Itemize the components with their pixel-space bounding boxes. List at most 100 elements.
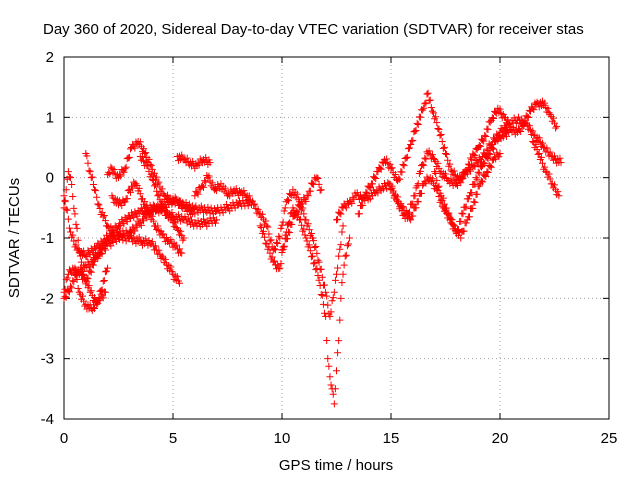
data-point xyxy=(72,267,80,275)
data-point xyxy=(172,241,180,249)
data-point xyxy=(309,180,317,188)
data-point xyxy=(529,104,537,112)
data-point xyxy=(64,215,72,223)
data-point xyxy=(504,127,512,135)
data-point xyxy=(110,165,118,173)
data-point xyxy=(539,159,547,167)
data-point xyxy=(484,154,492,162)
data-point xyxy=(311,259,319,267)
data-point xyxy=(133,223,141,231)
data-point xyxy=(87,174,95,182)
data-point xyxy=(87,268,95,276)
data-point xyxy=(329,294,337,302)
data-point xyxy=(462,203,470,211)
data-point xyxy=(396,175,404,183)
data-point xyxy=(95,201,103,209)
series-track-6 xyxy=(82,150,118,239)
data-point xyxy=(262,217,270,225)
data-point xyxy=(89,304,97,312)
data-point xyxy=(92,254,100,262)
data-point xyxy=(75,246,83,254)
data-point xyxy=(316,186,324,194)
data-point xyxy=(84,159,92,167)
data-point xyxy=(467,154,475,162)
data-point xyxy=(432,113,440,121)
data-point xyxy=(305,241,313,249)
series-track-13 xyxy=(278,174,325,254)
data-point xyxy=(488,114,496,122)
data-point xyxy=(244,202,252,210)
data-point xyxy=(259,227,267,235)
data-point xyxy=(83,152,91,160)
data-point xyxy=(339,270,347,278)
data-point xyxy=(193,189,201,197)
data-point xyxy=(288,220,296,228)
data-point xyxy=(149,217,157,225)
x-tick-label: 15 xyxy=(383,430,400,447)
data-point xyxy=(458,175,466,183)
series-track-5 xyxy=(71,264,109,314)
data-point xyxy=(86,168,94,176)
data-point xyxy=(505,128,513,136)
data-point xyxy=(477,177,485,185)
data-point xyxy=(264,223,272,231)
data-point xyxy=(439,194,447,202)
data-point xyxy=(293,208,301,216)
y-tick-label: -2 xyxy=(41,290,54,307)
data-point xyxy=(420,104,428,112)
data-point xyxy=(276,264,284,272)
data-point xyxy=(302,234,310,242)
data-point xyxy=(298,221,306,229)
data-point xyxy=(371,174,379,182)
data-point xyxy=(180,200,188,208)
data-point xyxy=(254,205,262,213)
data-point xyxy=(499,110,507,118)
data-point xyxy=(200,215,208,223)
series-track-10 xyxy=(173,151,214,172)
data-point xyxy=(153,202,161,210)
data-point xyxy=(122,163,130,171)
data-point xyxy=(477,163,485,171)
data-point xyxy=(505,121,513,129)
data-point xyxy=(88,173,96,181)
data-point xyxy=(388,184,396,192)
axes: 0 5 10 15 20 25 -4 -3 -2 -1 0 1 2 xyxy=(41,49,618,447)
data-point xyxy=(136,190,144,198)
data-point xyxy=(440,143,448,151)
data-point xyxy=(436,132,444,140)
data-point xyxy=(444,210,452,218)
data-point xyxy=(435,182,443,190)
data-point xyxy=(64,168,72,176)
series-track-8 xyxy=(108,178,186,257)
data-point xyxy=(334,264,342,272)
data-point xyxy=(131,227,139,235)
data-point xyxy=(474,168,482,176)
data-point xyxy=(521,119,529,127)
data-point xyxy=(181,213,189,221)
data-point xyxy=(475,141,483,149)
data-point xyxy=(439,144,447,152)
data-point xyxy=(69,277,77,285)
data-point xyxy=(338,279,346,287)
data-point xyxy=(304,192,312,200)
data-point xyxy=(94,250,102,258)
data-point xyxy=(551,152,558,160)
data-point xyxy=(273,239,281,247)
data-point xyxy=(479,178,487,186)
data-point xyxy=(329,390,337,398)
data-point xyxy=(200,183,208,191)
data-point xyxy=(314,271,322,279)
data-point xyxy=(86,267,94,275)
data-point xyxy=(480,137,488,145)
data-point xyxy=(462,166,470,174)
data-point xyxy=(333,270,340,278)
data-point xyxy=(116,171,124,179)
data-point xyxy=(419,106,427,114)
data-point xyxy=(434,183,442,191)
data-point xyxy=(221,184,229,192)
data-point xyxy=(523,113,531,121)
chart-title: Day 360 of 2020, Sidereal Day-to-day VTE… xyxy=(43,21,584,38)
data-point xyxy=(460,227,468,235)
data-point xyxy=(160,192,168,200)
